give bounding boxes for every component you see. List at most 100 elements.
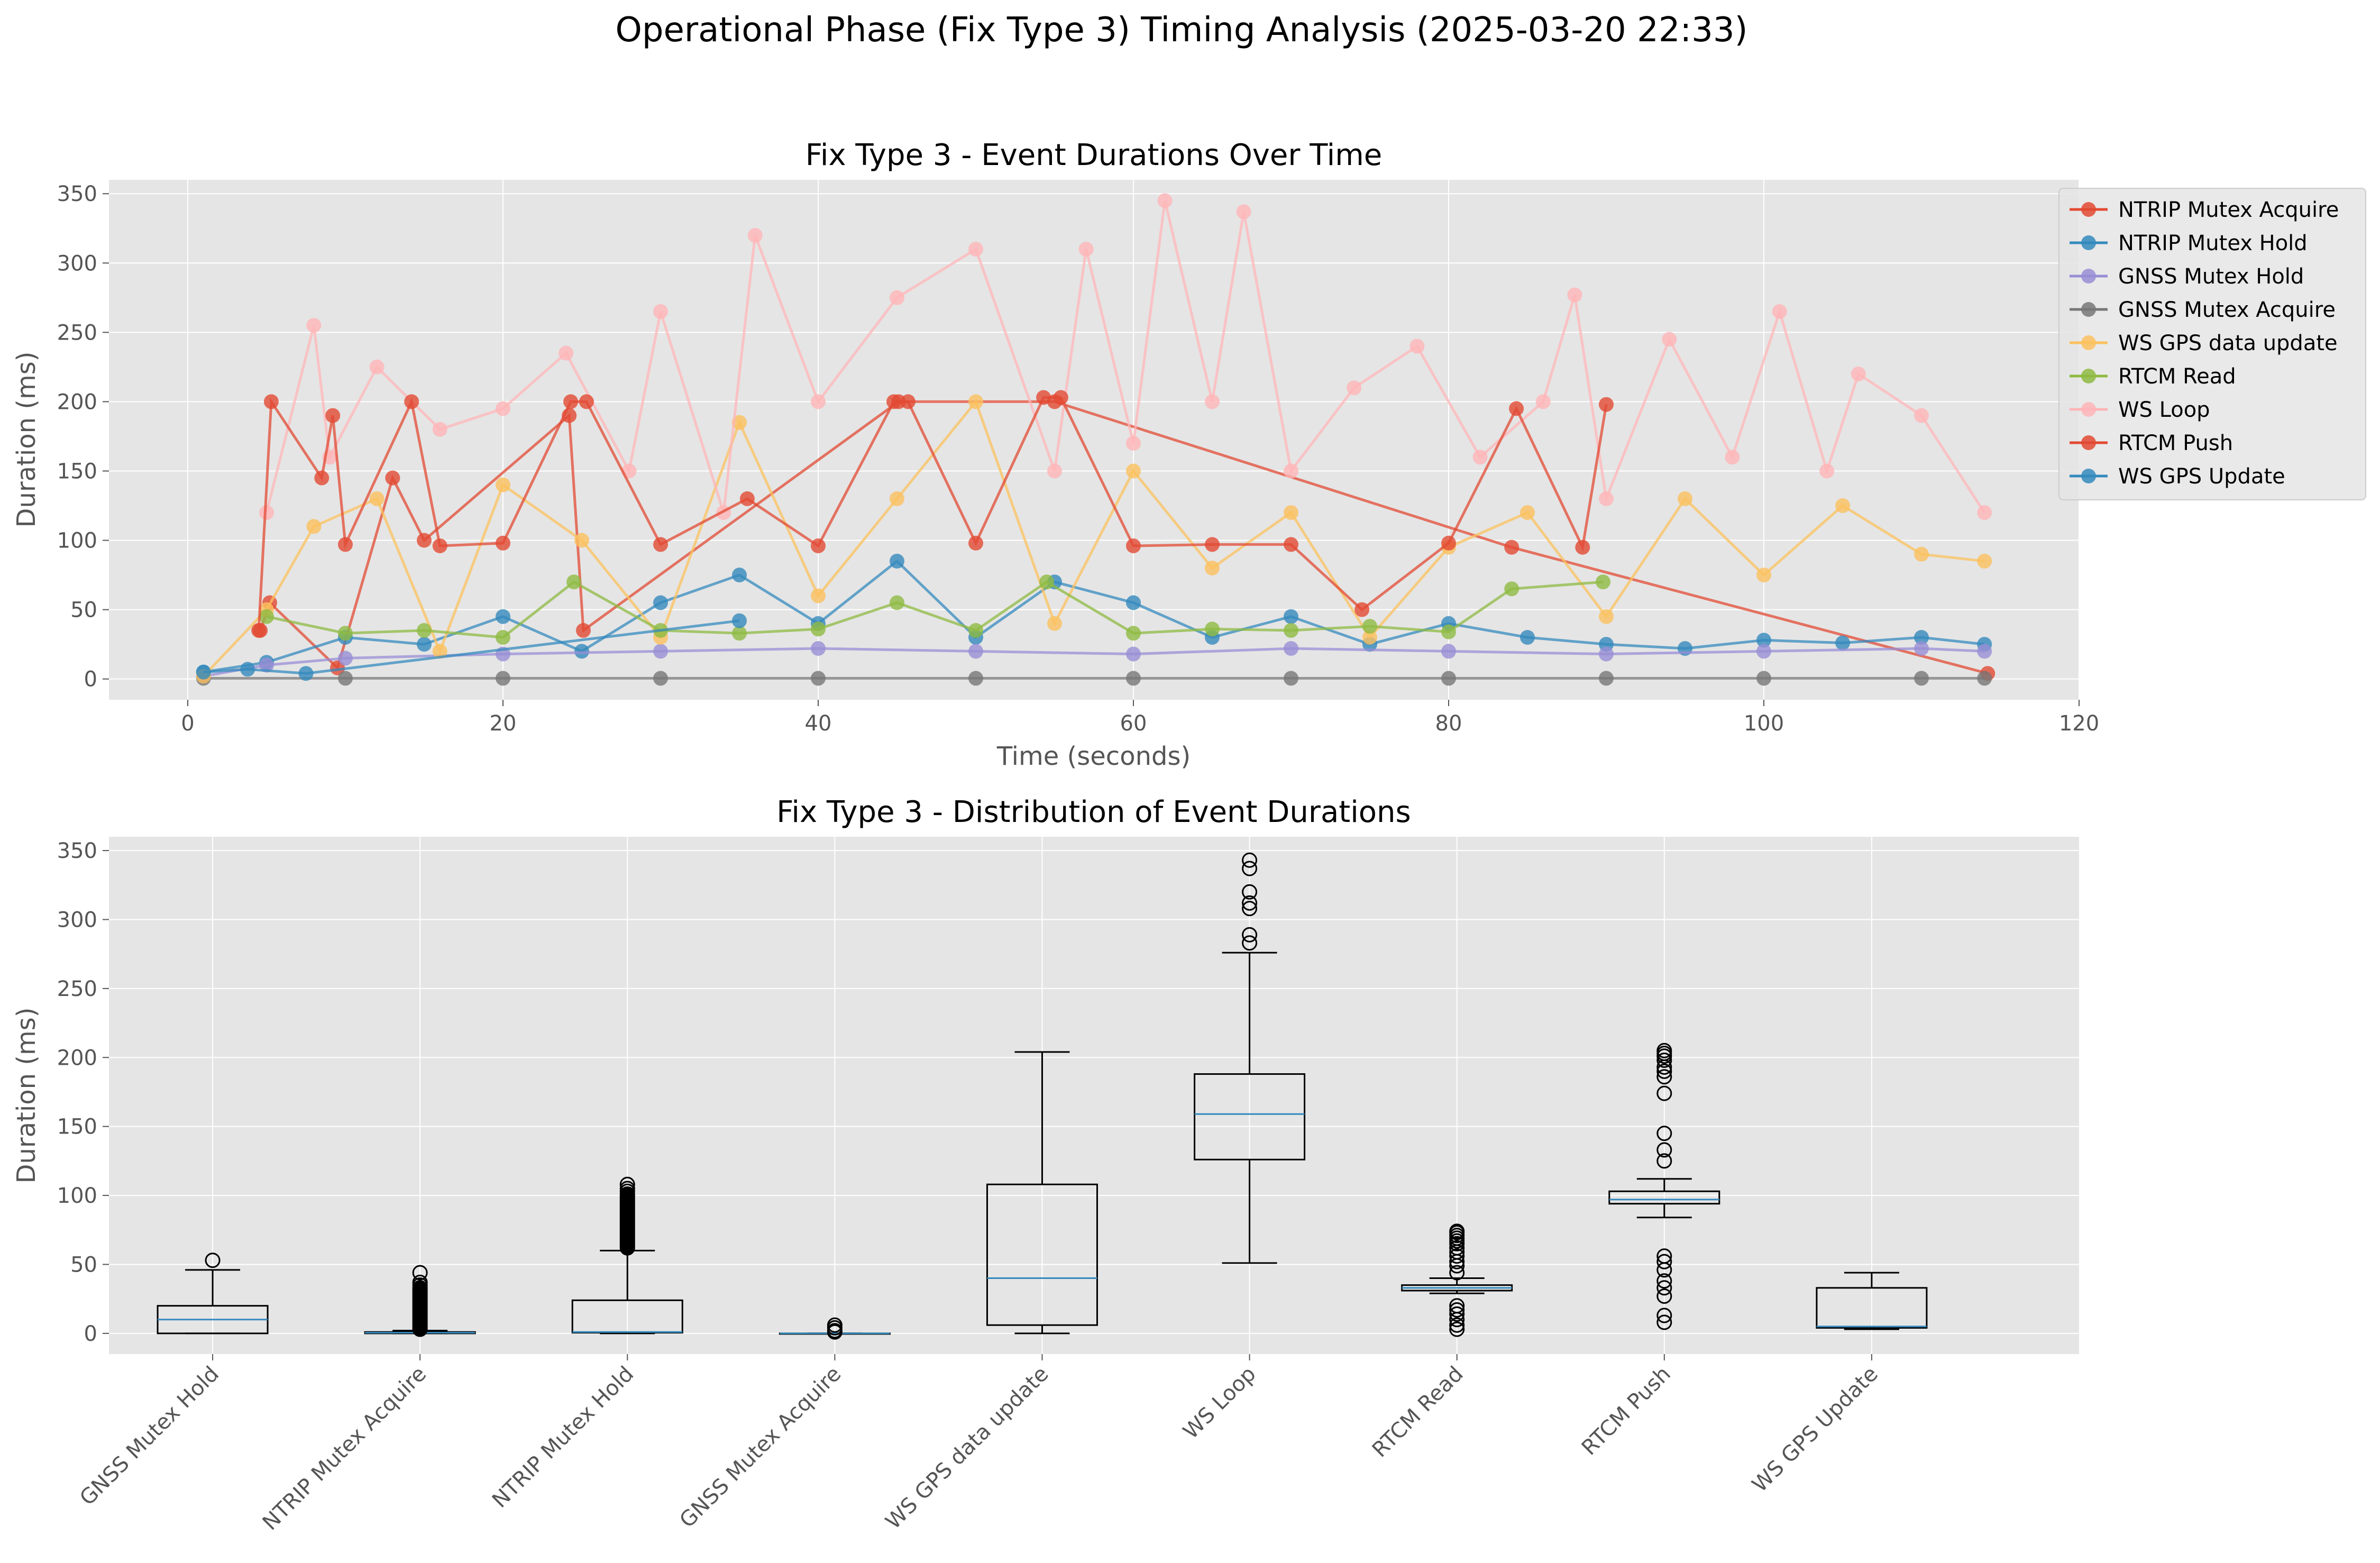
series-rtcm-read <box>259 574 1610 645</box>
y-tick-label: 100 <box>57 1184 97 1208</box>
chart-title-bottom: Fix Type 3 - Distribution of Event Durat… <box>776 795 1411 829</box>
outlier-point <box>1656 1126 1672 1141</box>
x-tick-label: 0 <box>181 711 194 736</box>
data-point <box>1126 646 1141 662</box>
data-point <box>251 623 267 638</box>
outlier-point <box>1449 1302 1465 1318</box>
y-axis-label-top: Duration (ms) <box>12 352 41 528</box>
data-point <box>1851 367 1866 381</box>
x-tick-label: 100 <box>1744 711 1784 736</box>
series-gnss-mutex-acquire <box>196 671 1992 686</box>
y-tick-label: 0 <box>84 668 97 692</box>
category-label: GNSS Mutex Acquire <box>675 1362 846 1533</box>
data-point <box>811 394 826 409</box>
legend-label: WS GPS data update <box>2118 331 2338 355</box>
y-axis-label-bottom: Duration (ms) <box>12 1008 41 1184</box>
y-axis-ticks-bottom: 0 50 100 150 200 250 300 350 <box>57 839 109 1346</box>
gridlines-top <box>109 180 2080 700</box>
outlier-point <box>1449 1306 1465 1322</box>
data-point <box>1819 463 1835 479</box>
data-point <box>1441 535 1456 551</box>
legend-label: GNSS Mutex Acquire <box>2118 298 2336 322</box>
outlier-point <box>1449 1321 1465 1337</box>
x-tick-label: 80 <box>1435 711 1462 736</box>
y-tick-label: 300 <box>57 251 97 276</box>
y-tick-label: 350 <box>57 182 97 206</box>
legend-item: WS GPS Update <box>2070 464 2285 489</box>
data-point <box>566 574 582 590</box>
series-layer <box>196 193 1995 686</box>
box-layer <box>157 852 1928 1340</box>
outlier-point <box>1449 1317 1465 1333</box>
data-point <box>1236 204 1251 220</box>
data-point <box>886 394 901 409</box>
y-tick-label: 300 <box>57 908 97 932</box>
outlier-point <box>1449 1248 1465 1264</box>
outlier-point <box>1242 852 1258 868</box>
x-tick-label: 20 <box>490 711 517 736</box>
data-point <box>1047 463 1062 479</box>
data-point <box>968 623 983 638</box>
data-point <box>338 651 353 666</box>
outlier-point <box>1656 1063 1672 1079</box>
data-point <box>1977 671 1992 686</box>
data-point <box>1678 491 1692 506</box>
figure-title: Operational Phase (Fix Type 3) Timing An… <box>615 11 1747 50</box>
data-point <box>1599 491 1614 506</box>
data-point <box>1509 401 1524 416</box>
category-label: RTCM Push <box>1577 1362 1676 1460</box>
y-tick-label: 50 <box>70 598 97 623</box>
data-point <box>1756 633 1771 648</box>
data-point <box>496 671 510 686</box>
data-point <box>900 394 916 409</box>
series-line <box>203 559 1985 674</box>
category-label: WS Loop <box>1178 1362 1260 1444</box>
data-point <box>811 538 826 553</box>
data-point <box>259 609 274 624</box>
outlier-point <box>1242 927 1258 943</box>
box-gnss-mutex-hold <box>157 1253 269 1335</box>
category-label: NTRIP Mutex Acquire <box>258 1362 432 1535</box>
outlier-point <box>1449 1265 1465 1281</box>
outlier-point <box>827 1317 843 1333</box>
legend-label: WS Loop <box>2118 398 2210 422</box>
legend-marker <box>2081 235 2096 250</box>
data-point <box>298 666 314 681</box>
line-chart: 0 20 40 60 80 100 120 0 50 100 150 200 250 300 350 Fi… <box>12 138 2366 771</box>
series-rtcm-push <box>251 390 1614 638</box>
data-point <box>747 227 763 243</box>
data-point <box>653 304 668 319</box>
data-point <box>579 394 594 409</box>
legend-label: GNSS Mutex Hold <box>2118 264 2304 289</box>
data-point <box>732 613 747 628</box>
data-point <box>496 477 510 492</box>
data-point <box>1126 436 1141 451</box>
outlier-point <box>1656 1142 1672 1158</box>
outlier-point <box>619 1176 635 1192</box>
y-tick-label: 200 <box>57 390 97 414</box>
box-iqr <box>1194 1073 1306 1160</box>
legend-label: RTCM Read <box>2118 364 2236 389</box>
outlier-point <box>1656 1314 1672 1330</box>
data-point <box>574 644 589 659</box>
legend-label: NTRIP Mutex Acquire <box>2118 198 2339 222</box>
legend-marker <box>2081 202 2096 217</box>
legend-marker <box>2081 435 2096 450</box>
data-point <box>653 671 668 686</box>
data-point <box>968 671 983 686</box>
data-point <box>739 491 755 506</box>
data-point <box>417 637 432 652</box>
data-point <box>1914 630 1929 645</box>
box-gnss-mutex-acquire <box>779 1317 891 1340</box>
y-tick-label: 350 <box>57 839 97 863</box>
outlier-point <box>1449 1240 1465 1256</box>
data-point <box>432 644 447 659</box>
y-tick-label: 100 <box>57 529 97 553</box>
x-tick-label: 40 <box>805 711 832 736</box>
data-point <box>576 623 591 638</box>
data-point <box>732 626 747 641</box>
data-point <box>1662 332 1677 347</box>
data-point <box>338 537 353 552</box>
outlier-point <box>1242 901 1258 917</box>
